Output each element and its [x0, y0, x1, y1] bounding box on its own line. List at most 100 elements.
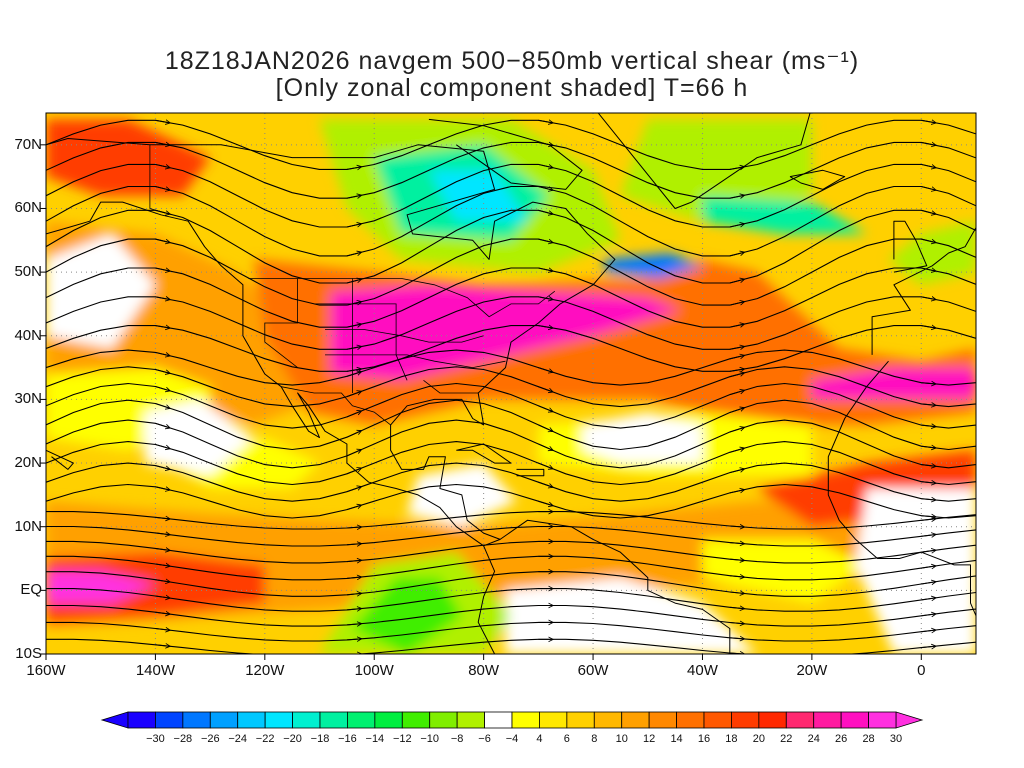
colorbar-label: −28 [174, 733, 193, 745]
colorbar-label: 10 [616, 733, 628, 745]
streamline-arrow [729, 469, 744, 474]
streamline [46, 419, 976, 469]
streamline-arrow [346, 577, 361, 578]
colorbar-swatch [676, 711, 705, 729]
streamline-arrow [155, 142, 169, 145]
streamline-arrow [155, 120, 169, 122]
streamline-arrow [155, 297, 169, 300]
shade-red-tropical-pacific [46, 552, 265, 623]
streamline-arrow [921, 326, 935, 328]
colorbar-swatch [731, 711, 760, 729]
streamline-arrow [155, 268, 169, 271]
streamline-arrow [921, 582, 935, 584]
colorbar-swatch [703, 711, 732, 729]
streamline-arrow [346, 392, 361, 398]
coast-south-america-west [477, 545, 496, 654]
streamline-arrow [155, 596, 169, 598]
latitude-label: 10S [15, 645, 42, 662]
streamline-arrow [155, 486, 169, 490]
streamline-arrow [346, 624, 361, 625]
colorbar-label: −6 [478, 733, 491, 745]
streamline-arrow [346, 167, 361, 169]
border-us-canada [248, 278, 556, 318]
border-state-4 [325, 328, 484, 343]
coast-cuba [456, 443, 512, 464]
streamline-arrow [346, 224, 361, 228]
longitude-label: 80W [468, 662, 500, 679]
shade-orange-belt-south [46, 488, 976, 629]
streamline-arrow [729, 252, 744, 257]
streamline [46, 185, 976, 257]
coastlines [46, 113, 976, 654]
streamline [46, 296, 976, 350]
streamline-arrow [346, 468, 361, 475]
streamline-arrow [729, 324, 744, 327]
colorbar-swatch [347, 711, 376, 729]
streamline-arrow [346, 527, 361, 528]
streamline-arrow [729, 369, 744, 371]
coast-baffin [428, 118, 583, 190]
coast-north-america-west [46, 138, 616, 547]
longitude-label: 60W [577, 662, 609, 679]
colorbar-label: 18 [725, 733, 737, 745]
streamline-arrow [155, 465, 169, 469]
shade-white-west-pacific [46, 233, 156, 349]
streamline-arrow [346, 252, 361, 257]
streamline-arrow [155, 422, 169, 427]
colorbar-swatch [237, 711, 266, 729]
border-us-mexico [281, 386, 391, 426]
streamline-arrow [346, 302, 361, 306]
streamline-arrow [155, 326, 169, 328]
streamline-arrow [729, 623, 744, 624]
coast-hispaniola [516, 468, 545, 477]
longitude-label: 120W [245, 662, 285, 679]
streamline-arrow [921, 297, 935, 300]
streamline-arrow [921, 465, 935, 467]
streamline-arrow [155, 533, 169, 535]
colorbar-label: 14 [670, 733, 682, 745]
colorbar-swatch [264, 711, 293, 729]
streamline-arrow [538, 481, 552, 487]
streamline-arrow [346, 372, 361, 377]
streamline [46, 588, 976, 612]
streamline [46, 382, 976, 429]
shade-yellow-central-pacific [166, 437, 320, 489]
streamline-arrow [729, 408, 744, 414]
colorbar-swatch [593, 711, 623, 729]
streamline [46, 525, 976, 547]
streamline-arrow [538, 209, 552, 214]
colorbar-label: −20 [283, 733, 302, 745]
colorbar-label: 22 [780, 733, 792, 745]
streamline-arrow [346, 195, 361, 198]
latitude-label: 20N [14, 454, 42, 472]
coast-south-america [499, 519, 731, 654]
streamline-arrow [538, 186, 552, 190]
colorbar-swatch [813, 711, 842, 729]
colorbar-label: −30 [146, 733, 165, 745]
streamline-arrow [538, 462, 552, 468]
colorbar-label: 24 [808, 733, 820, 745]
streamline-arrow [729, 347, 744, 350]
colorbar-swatch [648, 711, 677, 729]
shade-white-atlantic [582, 412, 703, 464]
streamline-arrow [921, 566, 935, 568]
longitude-label: 100W [354, 662, 394, 679]
streamline-arrow [921, 646, 935, 647]
colorbar-swatch [539, 711, 568, 729]
border-state-1 [264, 278, 299, 368]
colorbar-swatch [758, 711, 787, 729]
streamline [46, 163, 976, 228]
streamline-arrow [346, 347, 361, 350]
colorbar-label: 30 [890, 733, 902, 745]
colorbar-swatch [292, 711, 321, 729]
streamline [46, 366, 976, 408]
streamline-arrow [346, 431, 361, 438]
streamline-arrow [346, 324, 361, 327]
streamline-arrow [346, 505, 361, 511]
streamline-arrow [538, 142, 552, 145]
streamline-arrow [538, 326, 552, 328]
colorbar-label: 28 [862, 733, 874, 745]
streamline-arrow [729, 543, 744, 544]
shade-white-east-pacific [144, 399, 254, 476]
streamline-arrow [346, 609, 361, 610]
